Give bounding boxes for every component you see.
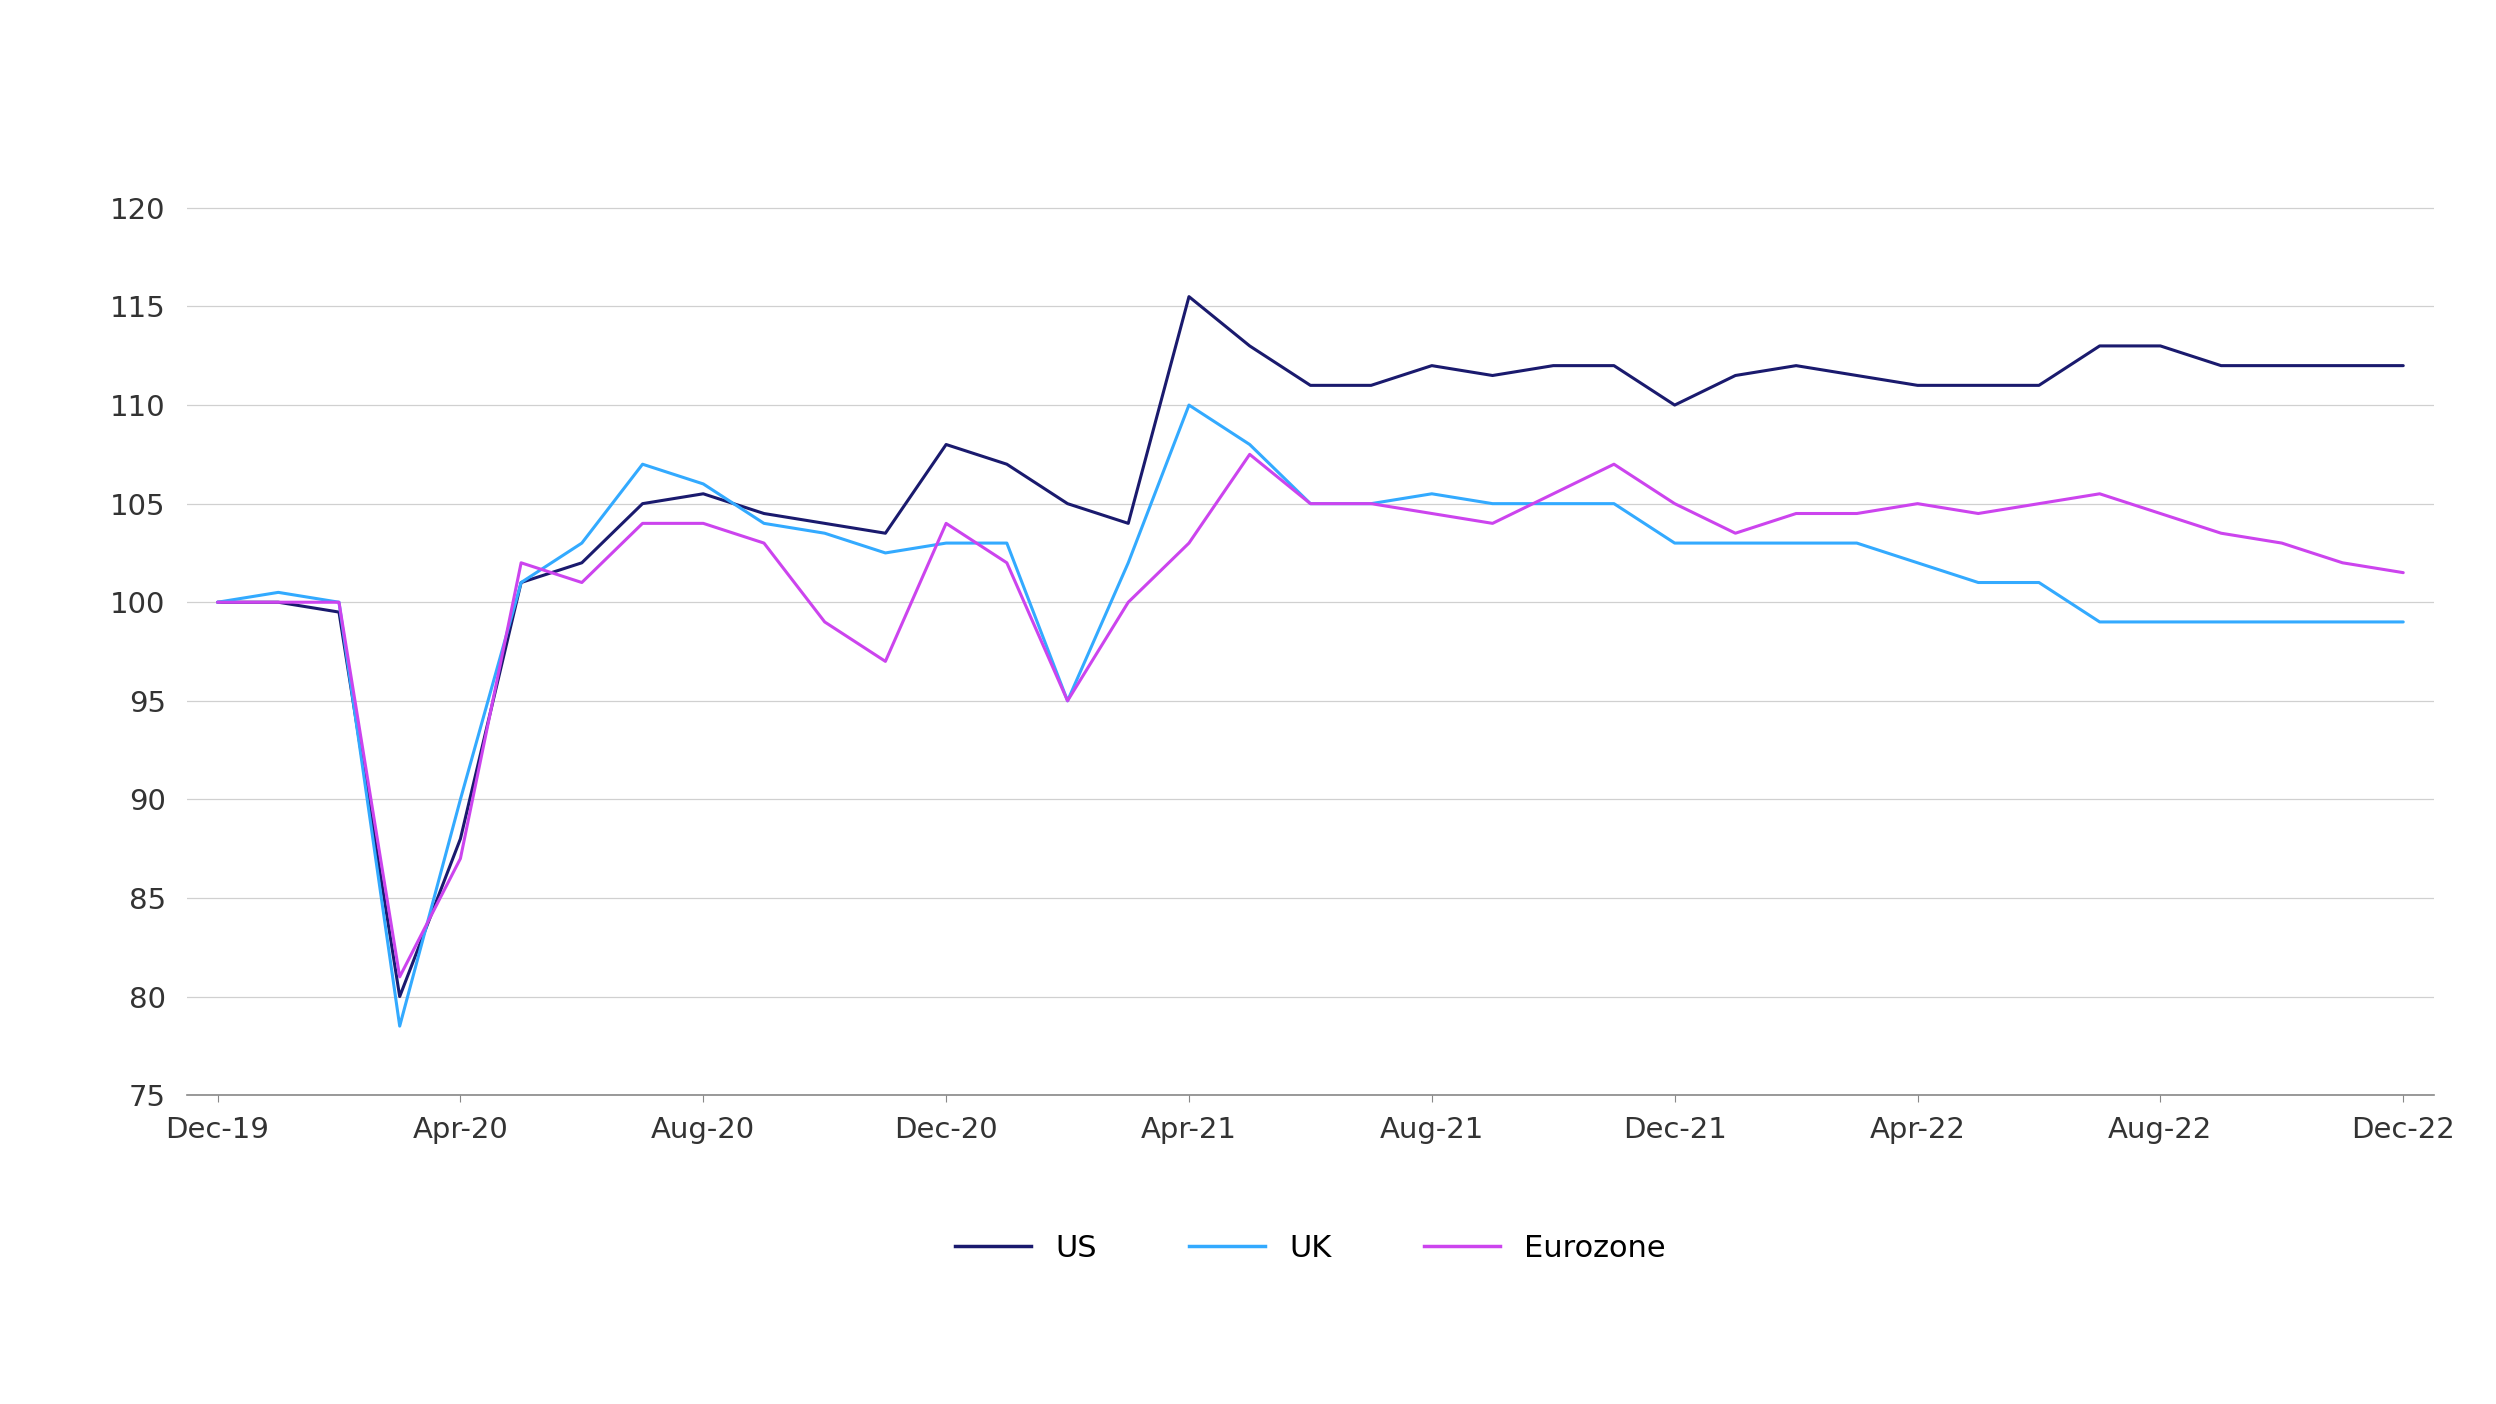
Legend: US, UK, Eurozone: US, UK, Eurozone [943, 1221, 1677, 1275]
